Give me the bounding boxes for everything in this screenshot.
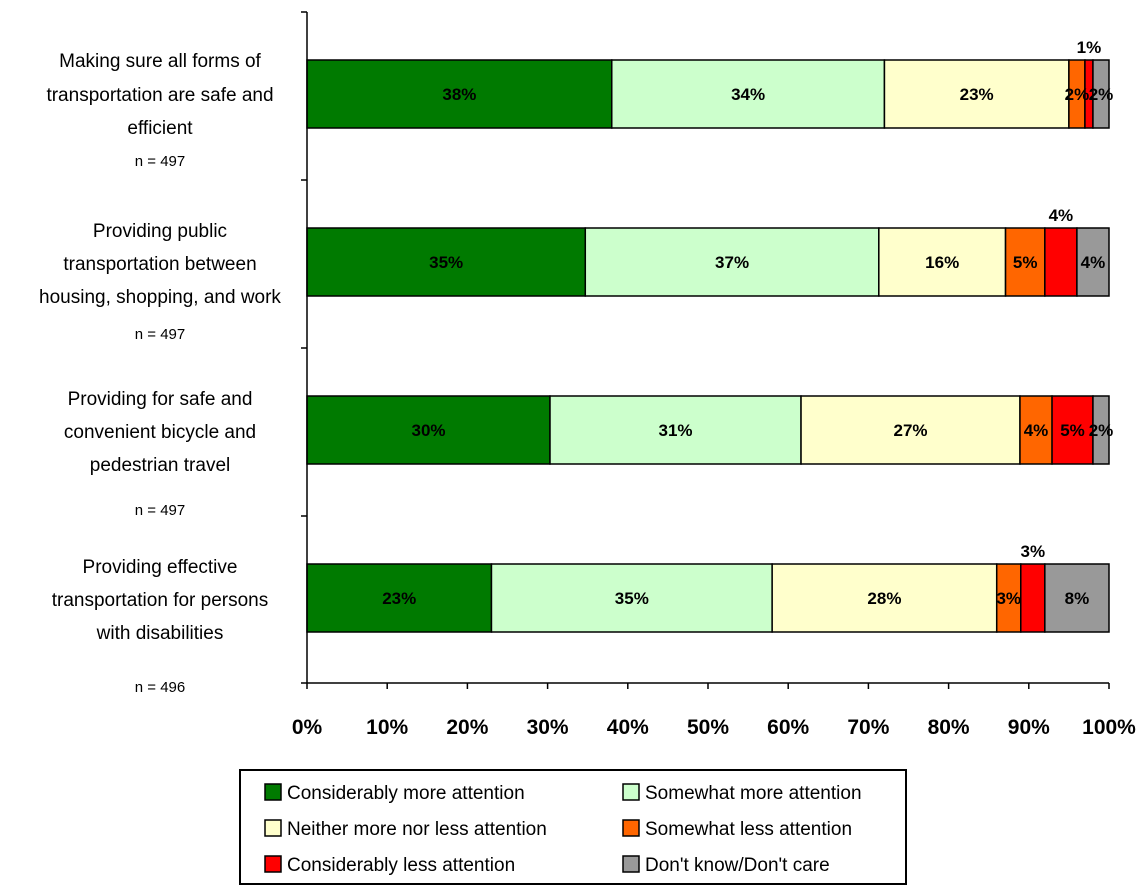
data-labels: 38% 34% 23% 2% 1% 2% 35% 37% 16% 5% 4% 4% 30% 31% 27% 4… (382, 38, 1113, 608)
data-label: 2% (1065, 85, 1090, 104)
bar-segment (1092, 395, 1110, 465)
data-label: 23% (960, 85, 994, 104)
category-label-line: pedestrian travel (90, 455, 230, 476)
category-label-line: transportation between (63, 254, 256, 275)
data-label: 37% (715, 253, 749, 272)
x-tick-label: 50% (687, 716, 729, 739)
data-label: 4% (1049, 206, 1074, 225)
bar-segment (878, 227, 1007, 297)
data-label: 16% (925, 253, 959, 272)
bar-segment (306, 227, 587, 297)
category-label-line: convenient bicycle and (64, 422, 256, 443)
bar-segment (883, 59, 1070, 129)
category-label-line: transportation are safe and (46, 85, 273, 106)
x-tick-label: 60% (767, 716, 809, 739)
legend-label: Neither more nor less attention (287, 819, 547, 840)
category-label-line: Providing for safe and (68, 389, 253, 410)
legend-swatch (264, 819, 282, 837)
data-label: 2% (1089, 85, 1114, 104)
data-label: 31% (659, 421, 693, 440)
data-label: 4% (1024, 421, 1049, 440)
data-label: 23% (382, 589, 416, 608)
bar-segment (611, 59, 886, 129)
category-label-line: efficient (127, 118, 193, 139)
category-label-line: housing, shopping, and work (39, 287, 281, 308)
sample-size-label: n = 496 (135, 679, 185, 696)
data-label: 35% (615, 589, 649, 608)
bar-segment (1092, 59, 1110, 129)
data-label: 28% (867, 589, 901, 608)
x-tick-label: 30% (527, 716, 569, 739)
legend-label: Somewhat more attention (645, 783, 862, 804)
data-label: 5% (1013, 253, 1038, 272)
x-tick-label: 80% (928, 716, 970, 739)
legend-swatch (622, 855, 640, 873)
legend: Considerably more attention Somewhat more… (239, 769, 907, 885)
data-label: 2% (1089, 421, 1114, 440)
bar-segment (1004, 227, 1046, 297)
legend-swatch (264, 855, 282, 873)
data-label: 34% (731, 85, 765, 104)
bar-segment (306, 59, 613, 129)
bar-segment (584, 227, 880, 297)
x-tick-label: 0% (292, 716, 323, 739)
axes: 0% 10% 20% 30% 40% 50% 60% 70% 80% 90% 100% (292, 11, 1136, 739)
sample-size-label: n = 497 (135, 326, 185, 343)
bar-segment (800, 395, 1021, 465)
category-label-line: Providing effective (83, 557, 238, 578)
legend-label: Somewhat less attention (645, 819, 852, 840)
bar-segment (1076, 227, 1110, 297)
bar-segment (1044, 227, 1078, 297)
data-label: 35% (429, 253, 463, 272)
x-tick-label: 70% (847, 716, 889, 739)
legend-label: Don't know/Don't care (645, 855, 830, 876)
x-tick-label: 10% (366, 716, 408, 739)
x-tick-label: 20% (446, 716, 488, 739)
bar-segment (1020, 563, 1046, 633)
legend-swatch (264, 783, 282, 801)
bar-segment (771, 563, 998, 633)
x-tick-label: 40% (607, 716, 649, 739)
data-label: 3% (996, 589, 1021, 608)
sample-size-label: n = 497 (135, 502, 185, 519)
data-label: 1% (1077, 38, 1102, 57)
bar-segment (1044, 563, 1110, 633)
bars (306, 59, 1110, 633)
bar-segment (490, 563, 773, 633)
x-tick-label: 100% (1082, 716, 1136, 739)
sample-size-label: n = 497 (135, 153, 185, 170)
legend-swatch (622, 819, 640, 837)
x-tick-label: 90% (1008, 716, 1050, 739)
legend-label: Considerably more attention (287, 783, 525, 804)
legend-label: Considerably less attention (287, 855, 515, 876)
legend-swatch (622, 783, 640, 801)
data-label: 38% (442, 85, 476, 104)
bar-segment (1019, 395, 1053, 465)
category-label-line: Making sure all forms of (59, 51, 261, 72)
category-labels: Making sure all forms of transportation a… (39, 51, 281, 696)
data-label: 4% (1081, 253, 1106, 272)
category-label-line: with disabilities (96, 623, 224, 644)
category-label-line: transportation for persons (52, 590, 269, 611)
data-label: 3% (1021, 542, 1046, 561)
data-label: 27% (893, 421, 927, 440)
bar-segment (549, 395, 802, 465)
data-label: 5% (1060, 421, 1085, 440)
legend-box (239, 769, 907, 885)
category-label-line: Providing public (93, 221, 227, 242)
data-label: 30% (411, 421, 445, 440)
data-label: 8% (1065, 589, 1090, 608)
